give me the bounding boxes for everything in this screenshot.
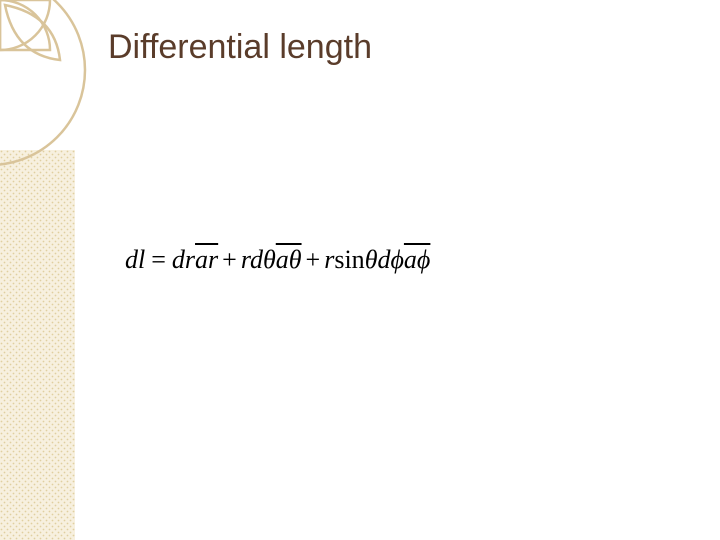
term3-vector: aϕ [404, 245, 430, 274]
plus2: + [306, 245, 321, 274]
slide: Differential length dl=drar+rdθaθ+rsinθd… [0, 0, 720, 540]
term3-r: r [324, 245, 334, 274]
slide-decoration [0, 0, 110, 540]
differential-length-formula: dl=drar+rdθaθ+rsinθdϕaϕ [125, 245, 430, 275]
plus1: + [222, 245, 237, 274]
formula-eq: = [151, 245, 166, 274]
term2-coeff: rdθ [241, 245, 276, 274]
term1-vector: ar [195, 245, 218, 274]
slide-title: Differential length [108, 28, 372, 67]
formula-lhs: dl [125, 245, 145, 274]
term3-sin: sin [334, 245, 364, 274]
term3-rest: θdϕ [365, 245, 404, 274]
term1-coeff: dr [172, 245, 195, 274]
term2-vector: aθ [276, 245, 302, 274]
